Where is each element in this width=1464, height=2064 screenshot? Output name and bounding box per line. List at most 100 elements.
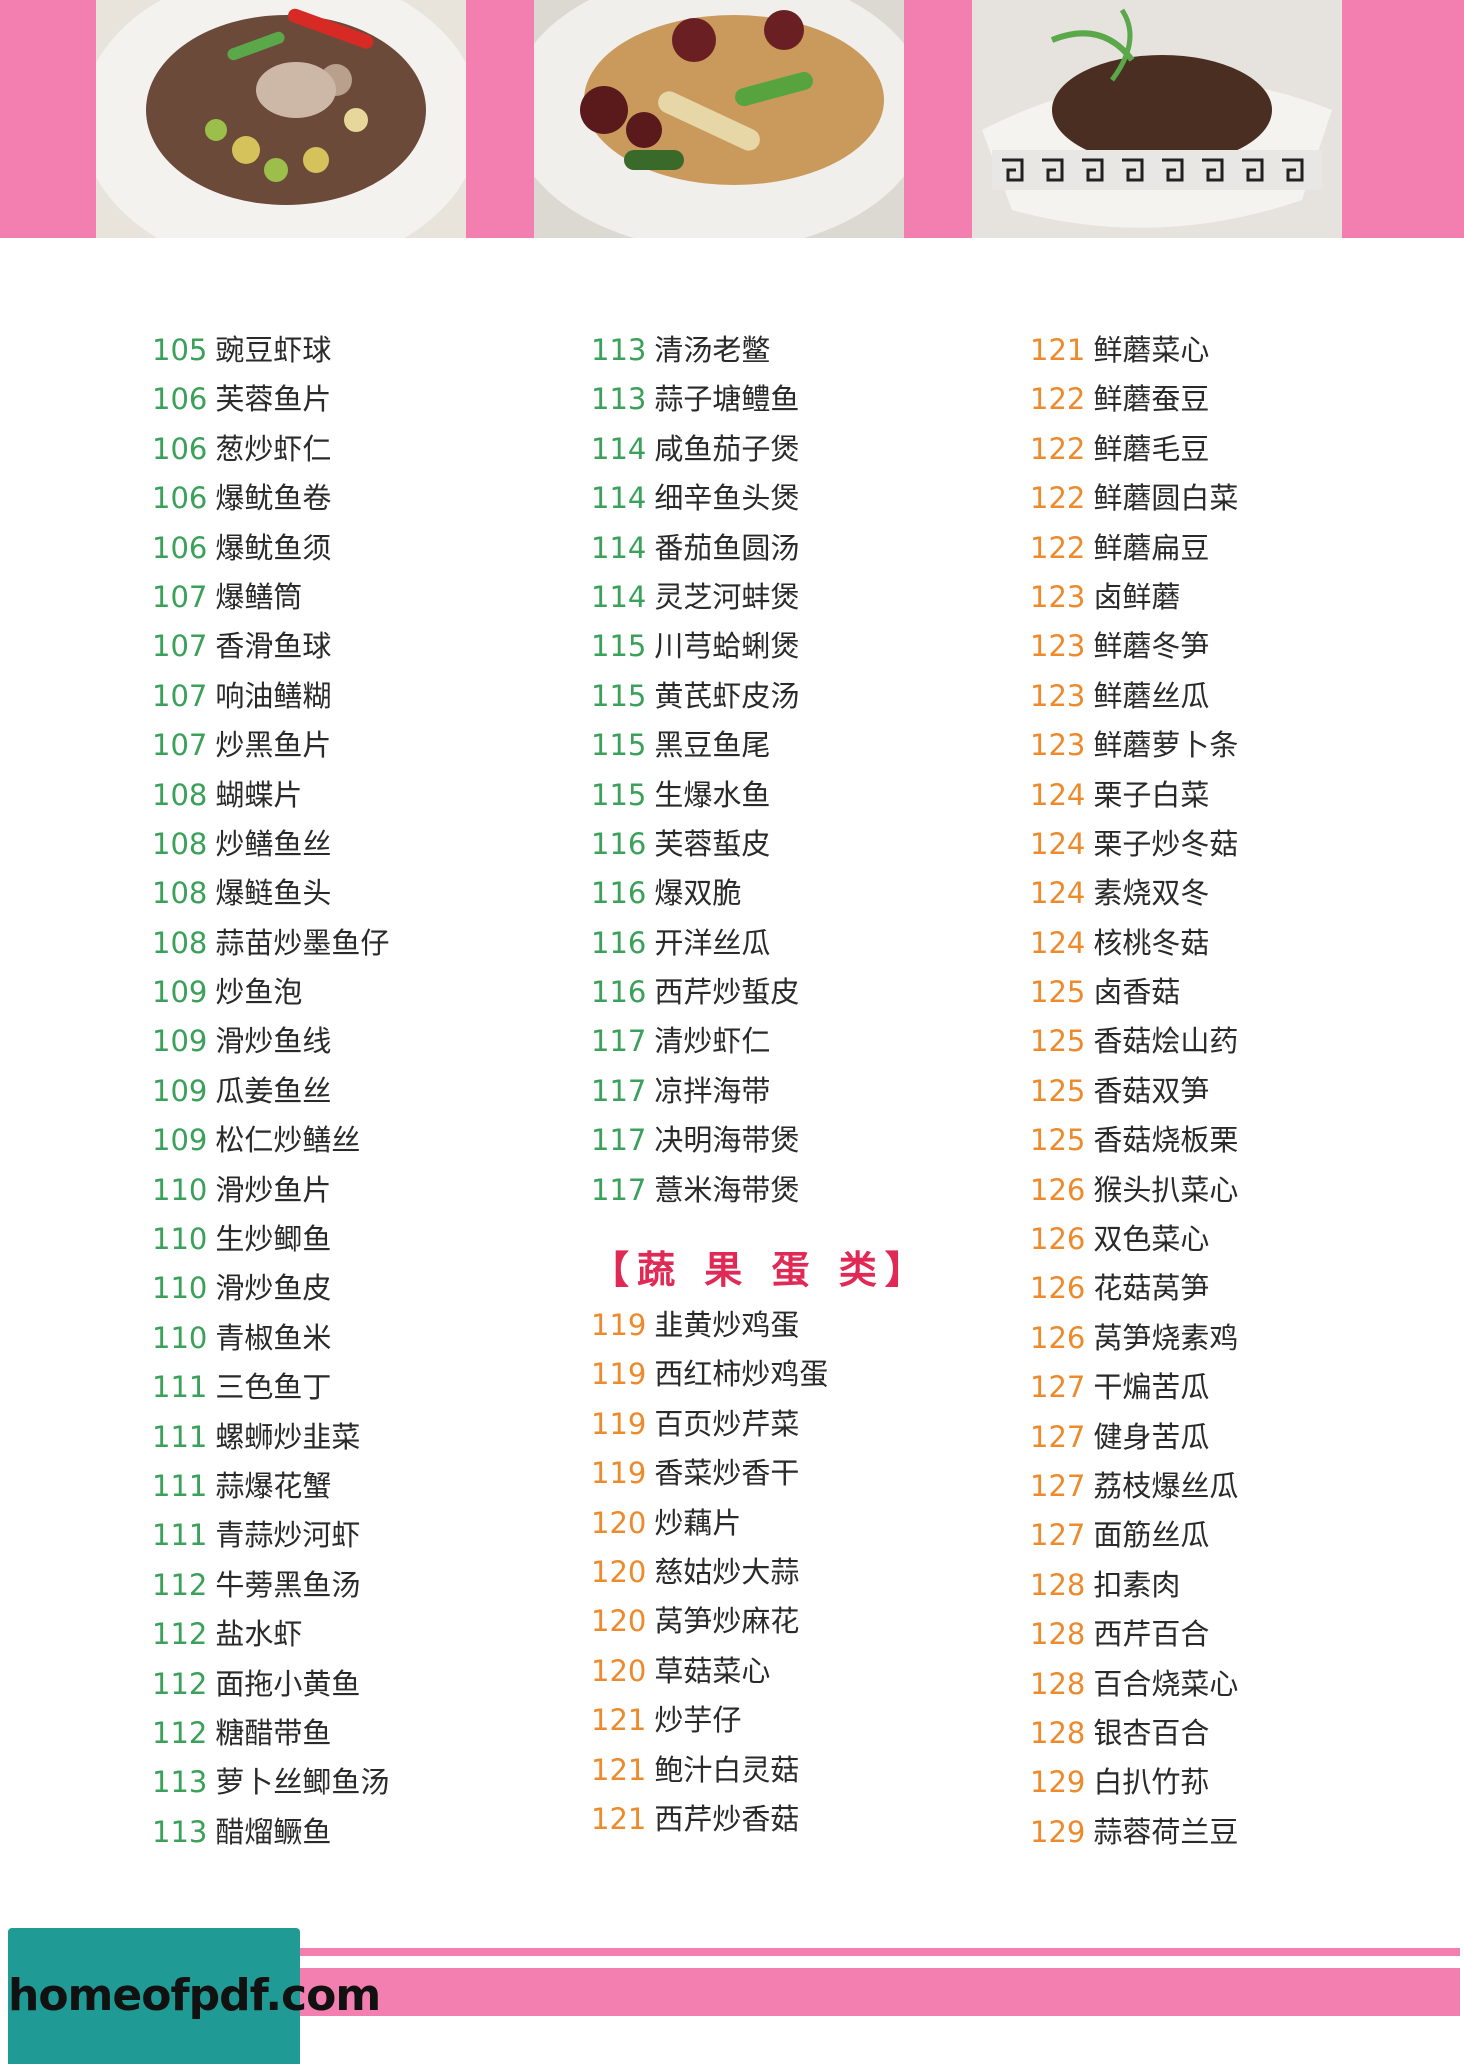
recipe-name: 青蒜炒河虾 (215, 1518, 361, 1553)
page-number: 122 (1030, 481, 1086, 516)
page-number: 127 (1030, 1468, 1086, 1503)
page-number: 106 (152, 382, 208, 417)
page-number: 126 (1030, 1222, 1086, 1257)
recipe-entry: 114 细辛鱼头煲 (591, 474, 931, 523)
page-number: 111 (152, 1468, 208, 1503)
page-number: 107 (152, 728, 208, 763)
recipe-entry: 108 蒜苗炒墨鱼仔 (152, 919, 389, 968)
recipe-name: 三色鱼丁 (215, 1370, 332, 1405)
recipe-entry: 127 健身苦瓜 (1030, 1413, 1238, 1462)
page-number: 110 (152, 1320, 208, 1355)
recipe-name: 牛蒡黑鱼汤 (215, 1567, 361, 1602)
recipe-name: 鲜蘑圆白菜 (1093, 481, 1239, 516)
recipe-name: 鲜蘑菜心 (1093, 333, 1210, 367)
page-number: 116 (591, 826, 647, 861)
page-number: 107 (152, 579, 208, 614)
recipe-name: 面筋丝瓜 (1093, 1518, 1210, 1553)
recipe-entry: 127 面筋丝瓜 (1030, 1511, 1238, 1560)
recipe-name: 芙蓉鱼片 (215, 382, 332, 417)
page-number: 127 (1030, 1518, 1086, 1553)
page-number: 112 (152, 1715, 208, 1750)
page-number: 115 (591, 678, 647, 713)
dish-photo-1 (96, 0, 466, 238)
page-number: 109 (152, 1123, 208, 1158)
recipe-entry: 110 滑炒鱼皮 (152, 1264, 389, 1313)
recipe-name: 健身苦瓜 (1093, 1419, 1210, 1454)
recipe-name: 蒜爆花蟹 (215, 1468, 332, 1503)
recipe-name: 草菇菜心 (654, 1653, 771, 1688)
recipe-entry: 122 鲜蘑蚕豆 (1030, 375, 1238, 424)
recipe-entry: 123 鲜蘑丝瓜 (1030, 672, 1238, 721)
recipe-name: 滑炒鱼片 (215, 1172, 332, 1207)
recipe-name: 鲜蘑冬笋 (1093, 629, 1210, 664)
page-number: 120 (591, 1554, 647, 1589)
page-number: 108 (152, 777, 208, 812)
recipe-entry: 106 葱炒虾仁 (152, 425, 389, 474)
recipe-entry: 122 鲜蘑毛豆 (1030, 425, 1238, 474)
recipe-name: 松仁炒鳝丝 (215, 1123, 361, 1158)
recipe-entry: 113 清汤老鳖 (591, 326, 931, 375)
recipe-entry: 113 醋熘鳜鱼 (152, 1808, 389, 1857)
recipe-entry: 106 爆鱿鱼须 (152, 524, 389, 573)
page-number: 114 (591, 431, 647, 466)
page-number: 122 (1030, 431, 1086, 466)
recipe-name: 炒藕片 (654, 1505, 742, 1540)
recipe-entry: 115 黄芪虾皮汤 (591, 672, 931, 721)
page-number: 126 (1030, 1271, 1086, 1306)
recipe-entry: 120 慈姑炒大蒜 (591, 1548, 931, 1597)
page-number: 109 (152, 1024, 208, 1059)
recipe-entry: 121 鲍汁白灵菇 (591, 1746, 931, 1795)
page-number: 112 (152, 1567, 208, 1602)
page-number: 106 (152, 530, 208, 565)
recipe-list-vegetable: 119 韭黄炒鸡蛋 119 西红柿炒鸡蛋 119 百页炒芹菜 119 香菜炒香干 120 炒藕片 1… (591, 1301, 931, 1844)
watermark-stamp: homeofpdf.com (8, 1928, 381, 2064)
bottom-stripe-thin (300, 1948, 1460, 1956)
recipe-entry: 115 黑豆鱼尾 (591, 721, 931, 770)
recipe-name: 韭黄炒鸡蛋 (654, 1308, 800, 1343)
page-number: 119 (591, 1456, 647, 1491)
recipe-name: 栗子炒冬菇 (1093, 826, 1239, 861)
recipe-name: 面拖小黄鱼 (215, 1666, 361, 1701)
recipe-entry: 125 卤香菇 (1030, 968, 1238, 1017)
recipe-entry: 111 三色鱼丁 (152, 1363, 389, 1412)
recipe-name: 黑豆鱼尾 (654, 728, 771, 763)
recipe-name: 栗子白菜 (1093, 777, 1210, 812)
recipe-entry: 110 生炒鲫鱼 (152, 1215, 389, 1264)
recipe-name: 醋熘鳜鱼 (215, 1814, 332, 1849)
recipe-entry: 112 盐水虾 (152, 1610, 389, 1659)
page-number: 112 (152, 1666, 208, 1701)
page-number: 120 (591, 1653, 647, 1688)
page-number: 124 (1030, 925, 1086, 960)
recipe-entry: 113 萝卜丝鲫鱼汤 (152, 1758, 389, 1807)
recipe-name: 盐水虾 (215, 1617, 303, 1652)
recipe-entry: 114 咸鱼茄子煲 (591, 425, 931, 474)
dish-photo-2 (534, 0, 904, 238)
recipe-entry: 110 青椒鱼米 (152, 1314, 389, 1363)
page-number: 120 (591, 1505, 647, 1540)
recipe-name: 滑炒鱼皮 (215, 1271, 332, 1306)
recipe-entry: 120 草菇菜心 (591, 1647, 931, 1696)
recipe-entry: 111 螺蛳炒韭菜 (152, 1413, 389, 1462)
recipe-list-seafood: 113 清汤老鳖 113 蒜子塘鳢鱼 114 咸鱼茄子煲 114 细辛鱼头煲 114 番茄鱼圆汤 1… (591, 326, 931, 1215)
recipe-name: 炒鳝鱼丝 (215, 826, 332, 861)
recipe-name: 西芹炒香菇 (654, 1801, 800, 1836)
recipe-entry: 122 鲜蘑扁豆 (1030, 524, 1238, 573)
page-number: 124 (1030, 826, 1086, 861)
recipe-entry: 126 双色菜心 (1030, 1215, 1238, 1264)
page-number: 111 (152, 1419, 208, 1454)
page-number: 106 (152, 431, 208, 466)
recipe-name: 鲜蘑萝卜条 (1093, 728, 1239, 763)
recipe-name: 西芹百合 (1093, 1617, 1210, 1652)
page-number: 124 (1030, 777, 1086, 812)
recipe-entry: 127 干煸苦瓜 (1030, 1363, 1238, 1412)
page-number: 111 (152, 1370, 208, 1405)
page-number: 114 (591, 579, 647, 614)
page-number: 109 (152, 975, 208, 1010)
recipe-entry: 110 滑炒鱼片 (152, 1166, 389, 1215)
recipe-column-1: 105 豌豆虾球 106 芙蓉鱼片 106 葱炒虾仁 106 爆鱿鱼卷 106 爆鱿鱼须 107 爆鳝… (152, 326, 389, 1857)
recipe-entry: 129 蒜蓉荷兰豆 (1030, 1808, 1238, 1857)
recipe-name: 爆双脆 (654, 876, 742, 911)
recipe-entry: 108 炒鳝鱼丝 (152, 820, 389, 869)
recipe-name: 开洋丝瓜 (654, 925, 771, 960)
page-number: 113 (591, 333, 647, 367)
